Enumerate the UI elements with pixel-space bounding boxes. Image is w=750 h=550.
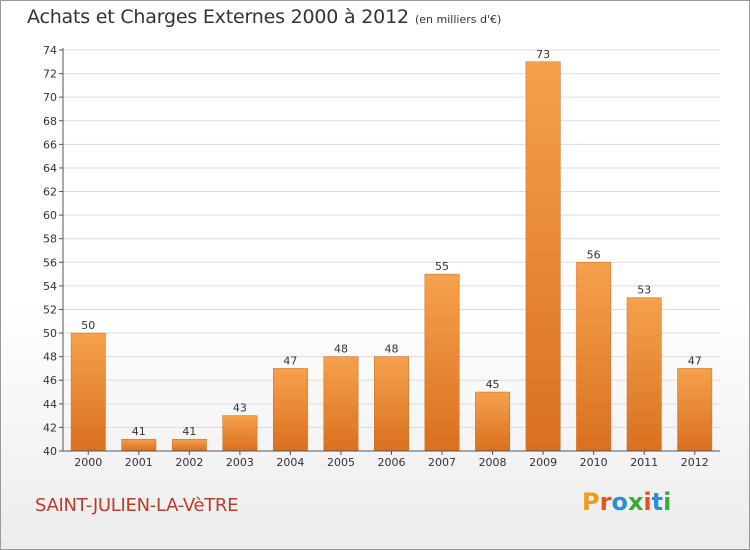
data-label: 47 (688, 354, 702, 367)
x-tick-label: 2011 (630, 456, 658, 469)
x-tick-label: 2002 (175, 456, 203, 469)
bar (374, 356, 409, 452)
x-tick-label: 2012 (681, 456, 709, 469)
x-tick-label: 2004 (276, 456, 304, 469)
bar (171, 438, 207, 452)
x-tick-label: 2009 (529, 456, 557, 469)
logo-letter: x (627, 488, 644, 516)
bar (222, 415, 258, 452)
logo-letter: P (582, 488, 600, 516)
bar (475, 391, 511, 452)
chart-unit: (en milliers d'€) (415, 13, 502, 26)
axes: 40 42 44 46 48 50 52 54 56 58 60 62 64 66 68 70 72 74 2000… (43, 44, 720, 469)
y-tick-label: 58 (43, 233, 57, 246)
y-tick-label: 64 (43, 162, 57, 175)
x-tick-label: 2008 (479, 456, 507, 469)
y-tick-label: 68 (43, 115, 57, 128)
logo-letter: i (663, 488, 672, 516)
data-label: 56 (587, 248, 601, 261)
logo-letter: t (651, 488, 664, 516)
y-tick-label: 52 (43, 303, 57, 316)
data-label: 50 (81, 319, 95, 332)
x-tick-label: 2000 (74, 456, 102, 469)
y-tick-label: 48 (43, 351, 57, 364)
bar (323, 356, 359, 452)
x-tick-label: 2005 (327, 456, 355, 469)
y-tick-label: 72 (43, 68, 57, 81)
data-label: 45 (486, 378, 500, 391)
y-tick-label: 46 (43, 374, 57, 387)
data-label: 48 (385, 343, 399, 356)
bar (272, 368, 308, 452)
data-label: 41 (182, 425, 196, 438)
data-label: 47 (283, 354, 297, 367)
y-tick-label: 42 (43, 421, 57, 434)
bar (576, 262, 612, 452)
bar (424, 273, 460, 452)
commune-name: SAINT-JULIEN-LA-VèTRE (35, 495, 239, 516)
bars: 50 41 41 43 47 48 48 55 45 73 56 53 47 (70, 48, 713, 452)
bar (70, 332, 106, 452)
logo-letter: r (599, 488, 612, 516)
data-label: 41 (132, 425, 146, 438)
proxiti-logo[interactable]: Proxiti (582, 488, 671, 516)
y-tick-label: 54 (43, 280, 57, 293)
bar (121, 438, 157, 452)
y-tick-label: 40 (43, 445, 57, 458)
data-label: 53 (637, 284, 651, 297)
logo-letter: i (643, 488, 652, 516)
x-tick-label: 2010 (580, 456, 608, 469)
y-tick-label: 60 (43, 209, 57, 222)
data-label: 73 (536, 48, 550, 61)
y-tick-label: 74 (43, 44, 57, 57)
x-tick-label: 2006 (378, 456, 406, 469)
bar (626, 297, 662, 452)
y-tick-label: 62 (43, 186, 57, 199)
logo-letter: o (611, 488, 628, 516)
data-label: 55 (435, 260, 449, 273)
y-tick-label: 50 (43, 327, 57, 340)
x-tick-label: 2003 (226, 456, 254, 469)
data-label: 43 (233, 402, 247, 415)
x-tick-label: 2007 (428, 456, 456, 469)
data-label: 48 (334, 343, 348, 356)
bar (677, 368, 713, 452)
y-tick-label: 66 (43, 138, 57, 151)
y-tick-label: 70 (43, 91, 57, 104)
y-tick-label: 56 (43, 256, 57, 269)
y-tick-label: 44 (43, 398, 57, 411)
bar (525, 61, 561, 452)
chart-title: Achats et Charges Externes 2000 à 2012 (27, 6, 409, 28)
x-tick-label: 2001 (125, 456, 153, 469)
